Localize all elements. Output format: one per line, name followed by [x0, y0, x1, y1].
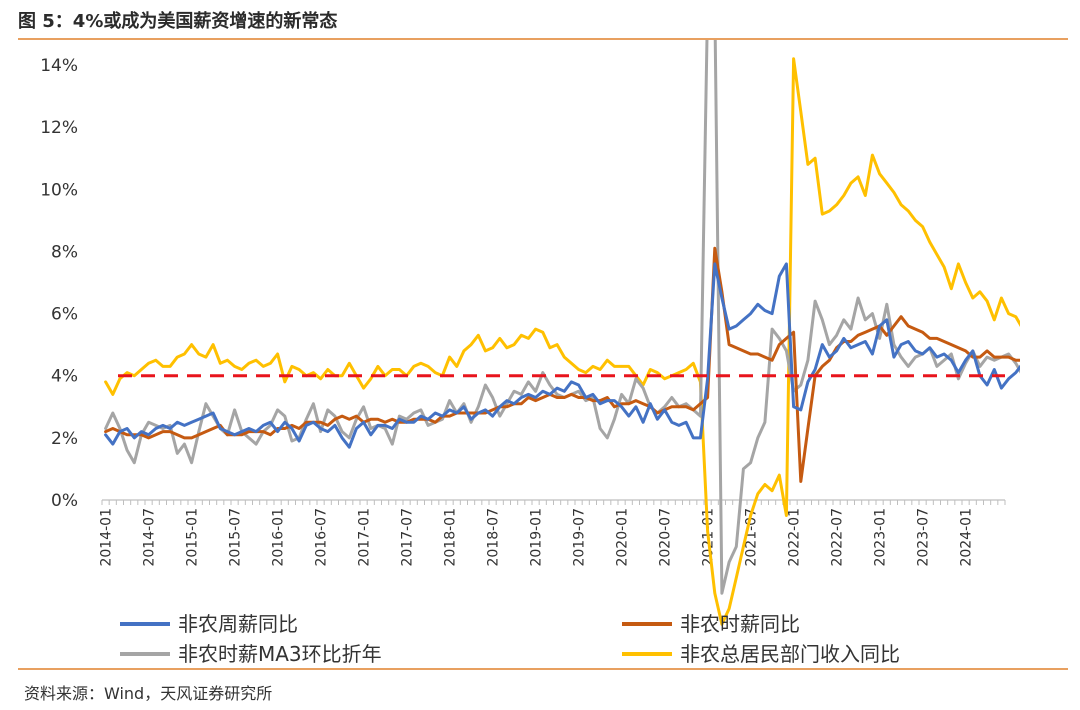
x-tick-label: 2023-07 — [916, 508, 932, 567]
series-line-1 — [104, 246, 1020, 483]
y-axis: 0% 2% 4% 6% 8% 10% 12% 14% — [40, 56, 78, 511]
y-tick-label: 14% — [40, 56, 78, 76]
y-tick-label: 2% — [51, 429, 78, 449]
x-tick-label: 2022-07 — [830, 508, 846, 567]
series-line-3 — [104, 57, 1020, 626]
x-tick-label: 2019-01 — [529, 508, 545, 567]
x-tick-label: 2020-01 — [615, 508, 631, 567]
series-layer — [104, 40, 1020, 626]
figure-title: 图 5：4%或成为美国薪资增速的新常态 — [18, 11, 338, 32]
x-tick-label: 2017-07 — [400, 508, 416, 567]
x-tick-label: 2016-07 — [314, 508, 330, 567]
x-tick-label: 2023-01 — [873, 508, 889, 567]
x-tick-label: 2018-01 — [443, 508, 459, 566]
x-tick-label: 2019-07 — [572, 508, 588, 567]
x-tick-label: 2017-01 — [357, 508, 373, 567]
y-tick-label: 10% — [40, 180, 78, 200]
source-bar: 资料来源：Wind，天风证券研究所 — [18, 668, 1068, 703]
title-bar: 图 5：4%或成为美国薪资增速的新常态 — [18, 0, 1068, 40]
x-tick-label: 2014-01 — [99, 508, 115, 567]
series-line-2 — [104, 40, 1020, 595]
y-tick-label: 4% — [51, 367, 78, 387]
legend-label-2: 非农时薪MA3环比折年 — [178, 642, 382, 666]
x-tick-label: 2015-07 — [228, 508, 244, 567]
series-line-0 — [104, 262, 1020, 449]
legend-label-0: 非农周薪同比 — [178, 612, 298, 636]
legend-label-1: 非农时薪同比 — [680, 612, 800, 636]
y-tick-label: 0% — [51, 491, 78, 511]
x-tick-label: 2022-01 — [787, 508, 803, 567]
source-note: 资料来源：Wind，天风证券研究所 — [24, 684, 273, 703]
x-tick-label: 2014-07 — [142, 508, 158, 567]
x-tick-label: 2015-01 — [185, 508, 201, 567]
y-tick-label: 6% — [51, 305, 78, 325]
x-tick-label: 2020-07 — [658, 508, 674, 567]
x-axis: 2014-01 2014-07 2015-01 2015-07 2016-01 2016-… — [99, 499, 1006, 567]
y-tick-label: 8% — [51, 242, 78, 262]
x-tick-label: 2024-01 — [959, 508, 975, 567]
line-chart: 0% 2% 4% 6% 8% 10% 12% 14% 2014-01 2014-07 2015-0… — [40, 40, 1020, 666]
legend-label-3: 非农总居民部门收入同比 — [680, 642, 900, 666]
y-tick-label: 12% — [40, 118, 78, 138]
x-tick-label: 2018-07 — [486, 508, 502, 566]
x-tick-label: 2016-01 — [271, 508, 287, 567]
